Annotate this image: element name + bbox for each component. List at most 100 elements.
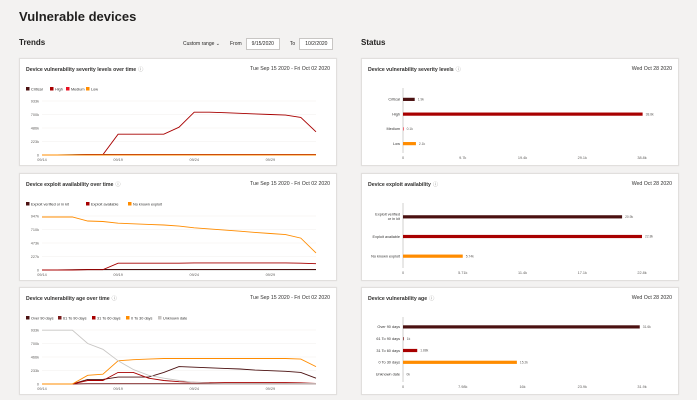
bar-value-label-unknown-date: 0k <box>407 372 411 376</box>
x-tick-label: 09/29 <box>266 387 276 391</box>
bar-value-label-high: 38.8k <box>646 112 654 116</box>
x-tick-label: 09/19 <box>113 273 123 277</box>
trends-heading: Trends <box>19 38 46 47</box>
y-tick-label: 0 <box>37 153 39 157</box>
info-icon[interactable]: ⓘ <box>429 296 435 302</box>
legend-swatch-over-90-days <box>26 316 30 320</box>
series-line-0-to-30-days <box>42 358 317 385</box>
x-tick-label: 09/14 <box>37 158 47 162</box>
x-tick-label: 16k <box>519 385 525 389</box>
x-tick-label: 22.8k <box>637 271 646 275</box>
card-title: Device exploit availability over time <box>26 182 114 188</box>
bar-value-label-medium: 0.1k <box>407 127 414 131</box>
info-icon[interactable]: ⓘ <box>455 67 461 73</box>
info-icon[interactable]: ⓘ <box>432 182 439 188</box>
x-tick-label: 09/24 <box>189 387 199 391</box>
legend-swatch-critical <box>26 87 30 91</box>
x-tick-label: 11.4k <box>518 271 527 275</box>
series-line-exploit-available <box>42 262 317 271</box>
card-date: Wed Oct 28 2020 <box>631 295 672 301</box>
legend-label-31-to-60-days: 31 To 60 days <box>97 317 121 321</box>
x-tick-label: 38.8k <box>637 156 646 160</box>
legend-swatch-exploit-available <box>86 202 90 206</box>
x-tick-label: 09/19 <box>113 387 123 391</box>
bar-low <box>403 142 416 146</box>
exploit-trend-chart: Exploit verified or in kit Exploit availa… <box>26 202 317 277</box>
legend-swatch-exploit-verified-or-in-kit <box>26 202 30 206</box>
exploit-status-card: Device exploit availability ⓘ Wed Oct 28 … <box>361 173 679 281</box>
legend-swatch-0-to-30-days <box>126 316 130 320</box>
info-icon[interactable]: ⓘ <box>111 296 117 302</box>
from-date-input[interactable]: 9/15/2020 <box>245 38 280 50</box>
info-icon[interactable]: ⓘ <box>138 67 144 73</box>
legend-swatch-high <box>50 87 54 91</box>
category-label-no-known-exploit: No known exploit <box>371 254 401 258</box>
y-tick-label: 0 <box>37 268 39 272</box>
date-range-filter: Custom range ⌄ From 9/15/2020 To 10/2/20… <box>183 38 334 50</box>
bar-medium <box>403 127 404 131</box>
card-title: Device vulnerability severity levels ove… <box>26 67 137 73</box>
x-tick-label: 23.9k <box>578 385 587 389</box>
y-tick-label: 233k <box>31 369 39 373</box>
series-line-unknown-date <box>42 329 316 384</box>
legend-label-0-to-30-days: 0 To 30 days <box>131 317 153 321</box>
x-tick-label: 17.1k <box>578 271 587 275</box>
bar-exploit-available <box>403 234 642 239</box>
category-label-over-90-days: Over 90 days <box>377 325 400 329</box>
bar-value-label-low: 2.1k <box>419 142 426 146</box>
card-title: Device exploit availability <box>368 182 431 188</box>
category-label-0-to-30-days: 0 To 30 days <box>379 361 401 365</box>
bar-critical <box>403 97 415 101</box>
card-date: Tue Sep 15 2020 - Fri Oct 02 2020 <box>250 295 330 301</box>
category-label-unknown-date: Unknown date <box>376 372 400 376</box>
age-trend-card: Device vulnerability age over time ⓘ Tue … <box>19 287 337 395</box>
x-tick-label: 0 <box>402 271 404 275</box>
legend-label-high: High <box>55 88 63 92</box>
range-preset-dropdown[interactable]: Custom range ⌄ <box>183 41 220 47</box>
legend-swatch-medium <box>66 87 70 91</box>
bar-31-to-60-days <box>403 348 418 353</box>
status-heading: Status <box>361 38 386 47</box>
page-title: Vulnerable devices <box>19 9 137 24</box>
legend-label-low: Low <box>91 88 98 92</box>
x-tick-label: 0 <box>402 156 404 160</box>
x-tick-label: 29.1k <box>578 156 587 160</box>
category-label-31-to-60-days: 31 To 60 days <box>376 349 400 353</box>
card-title: Device vulnerability age over time <box>26 296 110 302</box>
y-tick-label: 933k <box>31 99 39 103</box>
range-preset-label: Custom range <box>183 41 215 47</box>
x-tick-label: 09/24 <box>189 158 199 162</box>
legend-label-medium: Medium <box>71 88 85 92</box>
card-date: Wed Oct 28 2020 <box>631 181 672 187</box>
bar-high <box>403 112 643 116</box>
y-tick-label: 466k <box>31 355 39 359</box>
info-icon[interactable]: ⓘ <box>115 182 121 188</box>
bar-0-to-30-days <box>403 360 517 364</box>
x-tick-label: 7.98k <box>458 385 467 389</box>
y-tick-label: 933k <box>31 328 39 332</box>
severity-status-chart: 0 9.7k 19.4k 29.1k 38.8k Critical 1.9k High 38.8… <box>386 88 654 160</box>
category-label-low: Low <box>393 142 400 146</box>
category-label-exploit-verified-or-in-kit: Exploit verified or in kit <box>375 213 401 221</box>
y-tick-label: 700k <box>31 342 39 346</box>
card-title: Device vulnerability severity levels <box>368 67 454 73</box>
legend-swatch-31-to-60-days <box>92 316 96 320</box>
legend-swatch-no-known-exploit <box>128 202 132 206</box>
bar-exploit-verified-or-in-kit <box>403 215 623 219</box>
x-tick-label: 09/29 <box>266 273 276 277</box>
age-status-chart: 0 7.98k 16k 23.9k 31.9k Over 90 days 31.6k 61 T… <box>376 317 651 389</box>
bar-unknown-date <box>403 372 404 376</box>
x-tick-label: 09/29 <box>266 158 276 162</box>
from-label: From <box>230 41 242 47</box>
series-line-high <box>42 111 317 156</box>
series-line-over-90-days <box>42 366 317 385</box>
y-tick-label: 710k <box>31 228 39 232</box>
y-tick-label: 700k <box>31 113 39 117</box>
legend-label-unknown-date: Unknown date <box>163 317 187 321</box>
exploit-trend-card: Device exploit availability over time ⓘ T… <box>19 173 337 281</box>
bar-over-90-days <box>403 325 640 329</box>
to-date-input[interactable]: 10/2/2020 <box>299 38 334 50</box>
category-label-critical: Critical <box>388 98 400 102</box>
category-label-medium: Medium <box>386 127 400 131</box>
bar-61-to-90-days <box>403 337 404 341</box>
